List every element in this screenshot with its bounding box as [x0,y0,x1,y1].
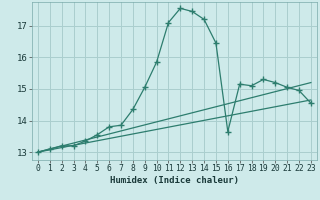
X-axis label: Humidex (Indice chaleur): Humidex (Indice chaleur) [110,176,239,185]
